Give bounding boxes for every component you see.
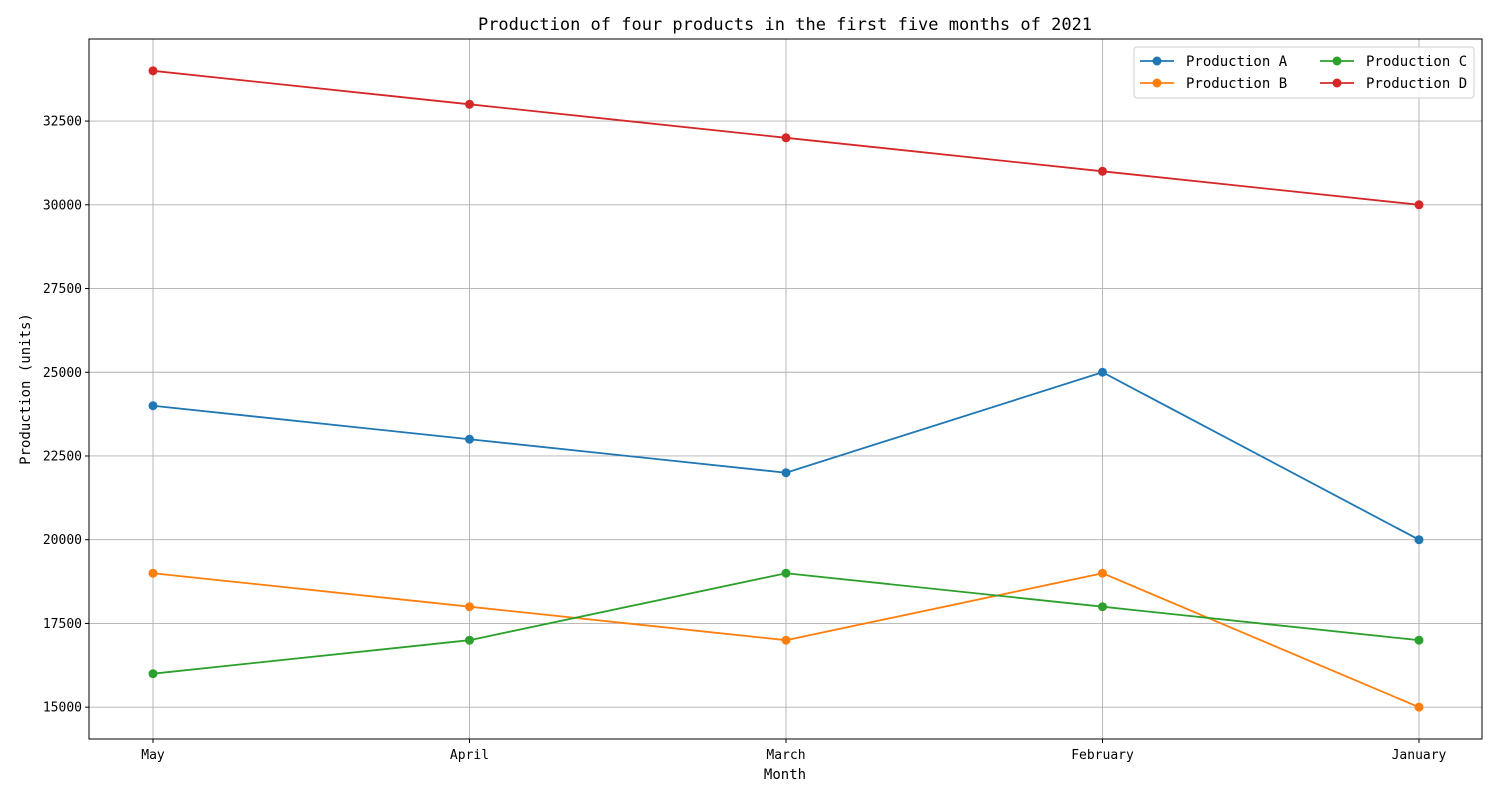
x-tick-label: May — [141, 748, 165, 763]
data-point — [1098, 367, 1107, 377]
data-point — [1414, 200, 1424, 210]
legend: Production A Production B Production C Prod… — [1133, 46, 1475, 99]
data-point — [465, 99, 474, 109]
data-point — [148, 66, 158, 76]
y-tick-label: 17500 — [43, 617, 82, 632]
data-point — [465, 434, 474, 444]
y-tick-label: 25000 — [43, 366, 82, 381]
legend-label: Production D — [1366, 76, 1467, 92]
x-tick-label: March — [766, 748, 805, 763]
data-point — [1098, 166, 1107, 176]
data-point — [781, 568, 791, 578]
grid-lines — [89, 39, 1482, 739]
legend-item: Production D — [1320, 76, 1467, 92]
data-point — [1414, 702, 1424, 712]
y-tick-label: 15000 — [43, 701, 82, 716]
legend-item: Production A — [1140, 54, 1288, 70]
legend-marker — [1332, 78, 1342, 88]
data-point — [148, 669, 158, 679]
legend-label: Production C — [1366, 54, 1467, 70]
legend-item: Production C — [1320, 54, 1467, 70]
plot-frame — [88, 38, 1483, 740]
data-point — [781, 635, 791, 645]
series-production-a — [148, 367, 1424, 545]
y-tick-label: 32500 — [43, 115, 82, 130]
data-point — [465, 635, 474, 645]
data-point — [781, 133, 791, 143]
data-point — [781, 468, 791, 478]
series-production-d — [148, 66, 1424, 210]
legend-marker — [1152, 78, 1162, 88]
chart-title: Production of four products in the first… — [478, 15, 1092, 35]
y-tick-label: 27500 — [43, 282, 82, 297]
y-tick-label: 30000 — [43, 198, 82, 213]
tick-labels: May April March February January 15000 17500 20… — [43, 115, 1447, 763]
data-point — [148, 401, 158, 411]
data-point — [465, 602, 474, 612]
y-tick-label: 20000 — [43, 533, 82, 548]
y-tick-label: 22500 — [43, 449, 82, 464]
x-tick-label: February — [1071, 748, 1134, 763]
x-tick-label: April — [450, 748, 489, 763]
data-point — [1098, 602, 1107, 612]
legend-marker — [1152, 56, 1162, 66]
legend-label: Production A — [1186, 54, 1288, 70]
data-point — [148, 568, 158, 578]
data-point — [1414, 535, 1424, 545]
series-lines — [148, 66, 1424, 712]
series-production-c — [148, 568, 1424, 679]
legend-box — [1133, 46, 1475, 99]
x-tick-label: January — [1392, 748, 1447, 763]
legend-label: Production B — [1186, 76, 1287, 92]
x-axis-label: Month — [764, 767, 806, 783]
legend-item: Production B — [1140, 76, 1287, 92]
y-axis-label: Production (units) — [18, 313, 34, 465]
data-point — [1414, 635, 1424, 645]
data-point — [1098, 568, 1107, 578]
legend-marker — [1332, 56, 1342, 66]
